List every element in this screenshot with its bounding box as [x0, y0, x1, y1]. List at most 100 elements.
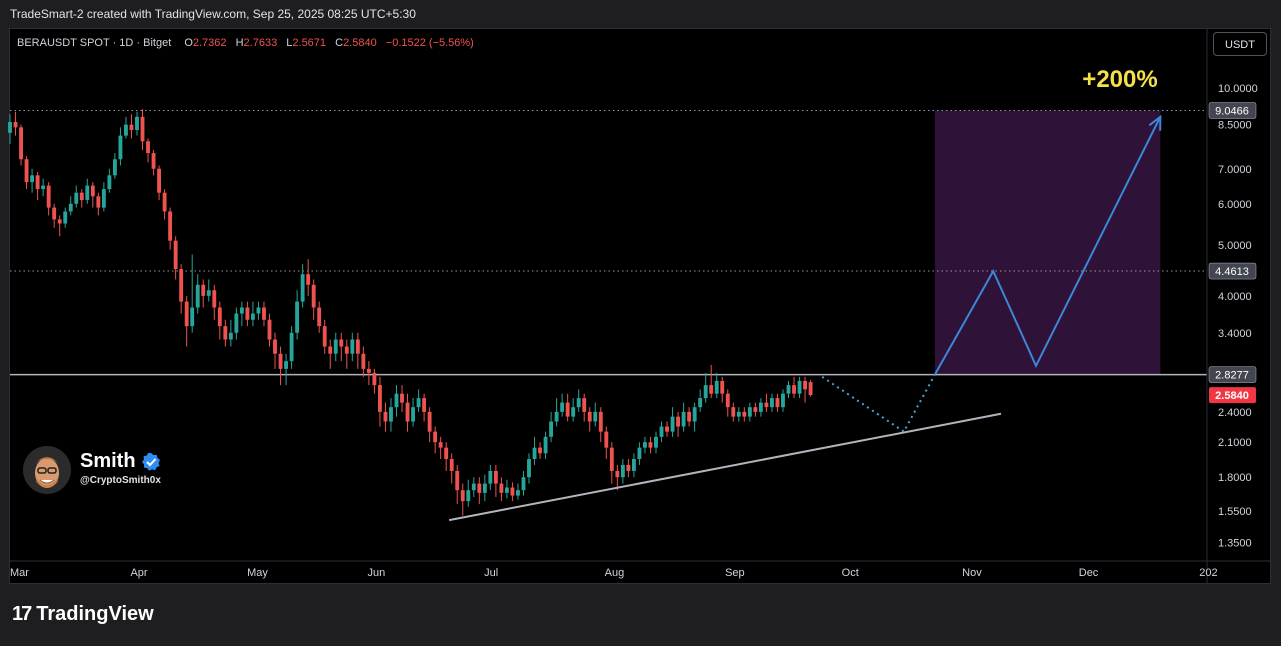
- candle-body: [703, 385, 708, 399]
- candle-body: [173, 240, 178, 270]
- candle-body: [598, 411, 603, 432]
- candle-body: [654, 436, 658, 448]
- candle-body: [289, 332, 294, 362]
- currency-button[interactable]: USDT: [1213, 32, 1267, 56]
- candle-body: [30, 175, 35, 183]
- candle-body: [538, 447, 542, 454]
- change-value: −0.1522 (−5.56%): [386, 37, 474, 49]
- symbol-label: BERAUSDT SPOT · 1D · Bitget: [17, 37, 171, 49]
- candle-body: [698, 398, 703, 408]
- candle-body: [107, 175, 112, 190]
- candle-body: [63, 211, 68, 224]
- attribution-bar: TradeSmart-2 created with TradingView.co…: [0, 0, 1281, 28]
- candle-body: [19, 127, 23, 160]
- candle-body: [648, 442, 653, 448]
- price-tick-label: 3.4000: [1218, 328, 1252, 340]
- candle-body: [394, 393, 399, 408]
- open-label: O: [184, 37, 193, 49]
- candle-body: [311, 284, 316, 308]
- candle-body: [344, 346, 349, 354]
- candle-body: [422, 398, 427, 412]
- candle-body: [731, 407, 736, 417]
- candle-body: [57, 219, 62, 224]
- candle-body: [516, 490, 520, 496]
- tradingview-logo[interactable]: 17 TradingView: [12, 603, 154, 626]
- candle-body: [466, 490, 471, 502]
- candle-body: [400, 393, 404, 403]
- candle-body: [41, 185, 46, 190]
- candle-body: [499, 483, 504, 493]
- candle-body: [477, 483, 482, 493]
- candle-body: [792, 385, 796, 394]
- candle-body: [295, 301, 300, 333]
- price-tick-label: 7.0000: [1218, 164, 1252, 176]
- candle-body: [631, 459, 636, 471]
- high-label: H: [236, 37, 244, 49]
- level-price-label: 4.4613: [1215, 266, 1249, 278]
- candle-body: [52, 207, 57, 220]
- candle-body: [13, 122, 18, 128]
- candle-body: [79, 192, 84, 201]
- candle-body: [101, 189, 106, 208]
- level-price-tag: [1208, 102, 1257, 119]
- candle-body: [190, 307, 195, 327]
- candle-body: [433, 431, 438, 443]
- candle-body: [681, 411, 686, 427]
- candle-body: [245, 307, 250, 320]
- author-name: Smith: [80, 450, 136, 472]
- candle-body: [493, 470, 498, 484]
- price-tick-label: 1.5500: [1218, 506, 1252, 518]
- time-tick-label: Sep: [725, 567, 745, 579]
- candle-body: [146, 141, 150, 154]
- verified-badge-icon: [141, 452, 160, 471]
- candle-body: [168, 211, 173, 241]
- ohlc-legend: BERAUSDT SPOT · 1D · Bitget O2.7362 H2.7…: [17, 37, 474, 49]
- candle-body: [438, 442, 443, 448]
- tradingview-logo-icon: 17: [12, 603, 32, 625]
- price-tick-label: 6.0000: [1218, 199, 1252, 211]
- candle-body: [284, 361, 288, 369]
- candle-body: [46, 185, 51, 208]
- candle-body: [781, 393, 785, 408]
- candle-body: [267, 319, 272, 340]
- candle-body: [322, 326, 327, 347]
- time-axis: Mar Apr May Jun Jul Aug Sep Oct Nov Dec 202: [10, 560, 1270, 579]
- candle-body: [692, 407, 697, 422]
- last-price-tag: [1209, 387, 1256, 404]
- footer-bar: [0, 586, 1281, 646]
- projection-dotted-path: [821, 373, 936, 434]
- level-price-tag: [1208, 262, 1257, 280]
- candle-body: [350, 339, 355, 354]
- candle-body: [333, 339, 338, 354]
- candle-body: [239, 307, 244, 314]
- candle-body: [129, 124, 134, 131]
- candle-body: [460, 490, 465, 502]
- candle-body: [637, 447, 642, 460]
- candle-body: [449, 459, 454, 471]
- candle-body: [747, 407, 752, 417]
- candle-body: [532, 447, 537, 460]
- level-price-label: 9.0466: [1215, 106, 1249, 118]
- candle-body: [184, 301, 189, 327]
- candle-body: [803, 380, 808, 390]
- candle-body: [135, 116, 139, 131]
- candle-body: [179, 269, 184, 302]
- candle-body: [808, 382, 813, 396]
- candle-body: [615, 470, 620, 478]
- close-value: 2.5840: [343, 37, 377, 49]
- projection-arrow-path: [934, 116, 1162, 375]
- price-tick-label: 4.0000: [1218, 291, 1252, 303]
- candle-body: [74, 192, 79, 204]
- author-avatar: [23, 446, 71, 494]
- candle-body: [488, 470, 493, 484]
- candle-body: [549, 421, 554, 437]
- candle-body: [112, 159, 117, 176]
- candle-body: [389, 407, 393, 422]
- candle-body: [162, 192, 167, 212]
- candle-body: [736, 411, 741, 417]
- last-price-label: 2.5840: [1215, 390, 1249, 402]
- arrow-head-icon: [1148, 114, 1162, 131]
- candle-body: [659, 426, 664, 437]
- time-tick-label: Mar: [10, 567, 29, 579]
